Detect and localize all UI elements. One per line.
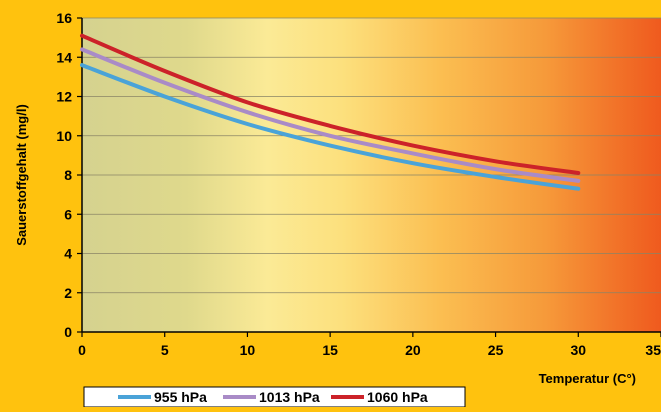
y-tick-label-5: 10 (56, 128, 72, 144)
legend-label-0: 955 hPa (154, 389, 207, 405)
series-lines (80, 33, 581, 191)
axes: 0 2 4 6 8 10 12 14 16 0 5 10 15 20 25 30 35 (56, 10, 661, 358)
x-tick-label-1: 5 (161, 342, 169, 358)
x-tick-label-5: 25 (488, 342, 504, 358)
legend-label-1: 1013 hPa (259, 389, 320, 405)
series-line-0 (80, 63, 581, 191)
x-tick-label-6: 30 (570, 342, 586, 358)
gridlines (82, 17, 661, 294)
legend-label-2: 1060 hPa (367, 389, 428, 405)
series-line-1 (80, 47, 581, 183)
y-tick-label-0: 0 (64, 324, 72, 340)
x-tick-label-0: 0 (78, 342, 86, 358)
x-axis-label: Temperatur (C°) (539, 371, 636, 386)
y-tick-label-6: 12 (56, 89, 72, 105)
y-tick-label-4: 8 (64, 167, 72, 183)
y-tick-label-8: 16 (56, 10, 72, 26)
y-tick-label-3: 6 (64, 206, 72, 222)
x-tick-label-2: 10 (240, 342, 256, 358)
legend: 955 hPa 1013 hPa 1060 hPa (83, 386, 466, 408)
x-tick-label-4: 20 (405, 342, 421, 358)
x-tick-label-3: 15 (322, 342, 338, 358)
y-axis-label: Sauerstoffgehalt (mg/l) (14, 104, 29, 246)
y-tick-label-1: 2 (64, 285, 72, 301)
y-tick-label-7: 14 (56, 49, 72, 65)
series-line-2 (80, 33, 581, 175)
x-tick-label-7: 35 (645, 342, 661, 358)
y-tick-label-2: 4 (64, 246, 72, 262)
